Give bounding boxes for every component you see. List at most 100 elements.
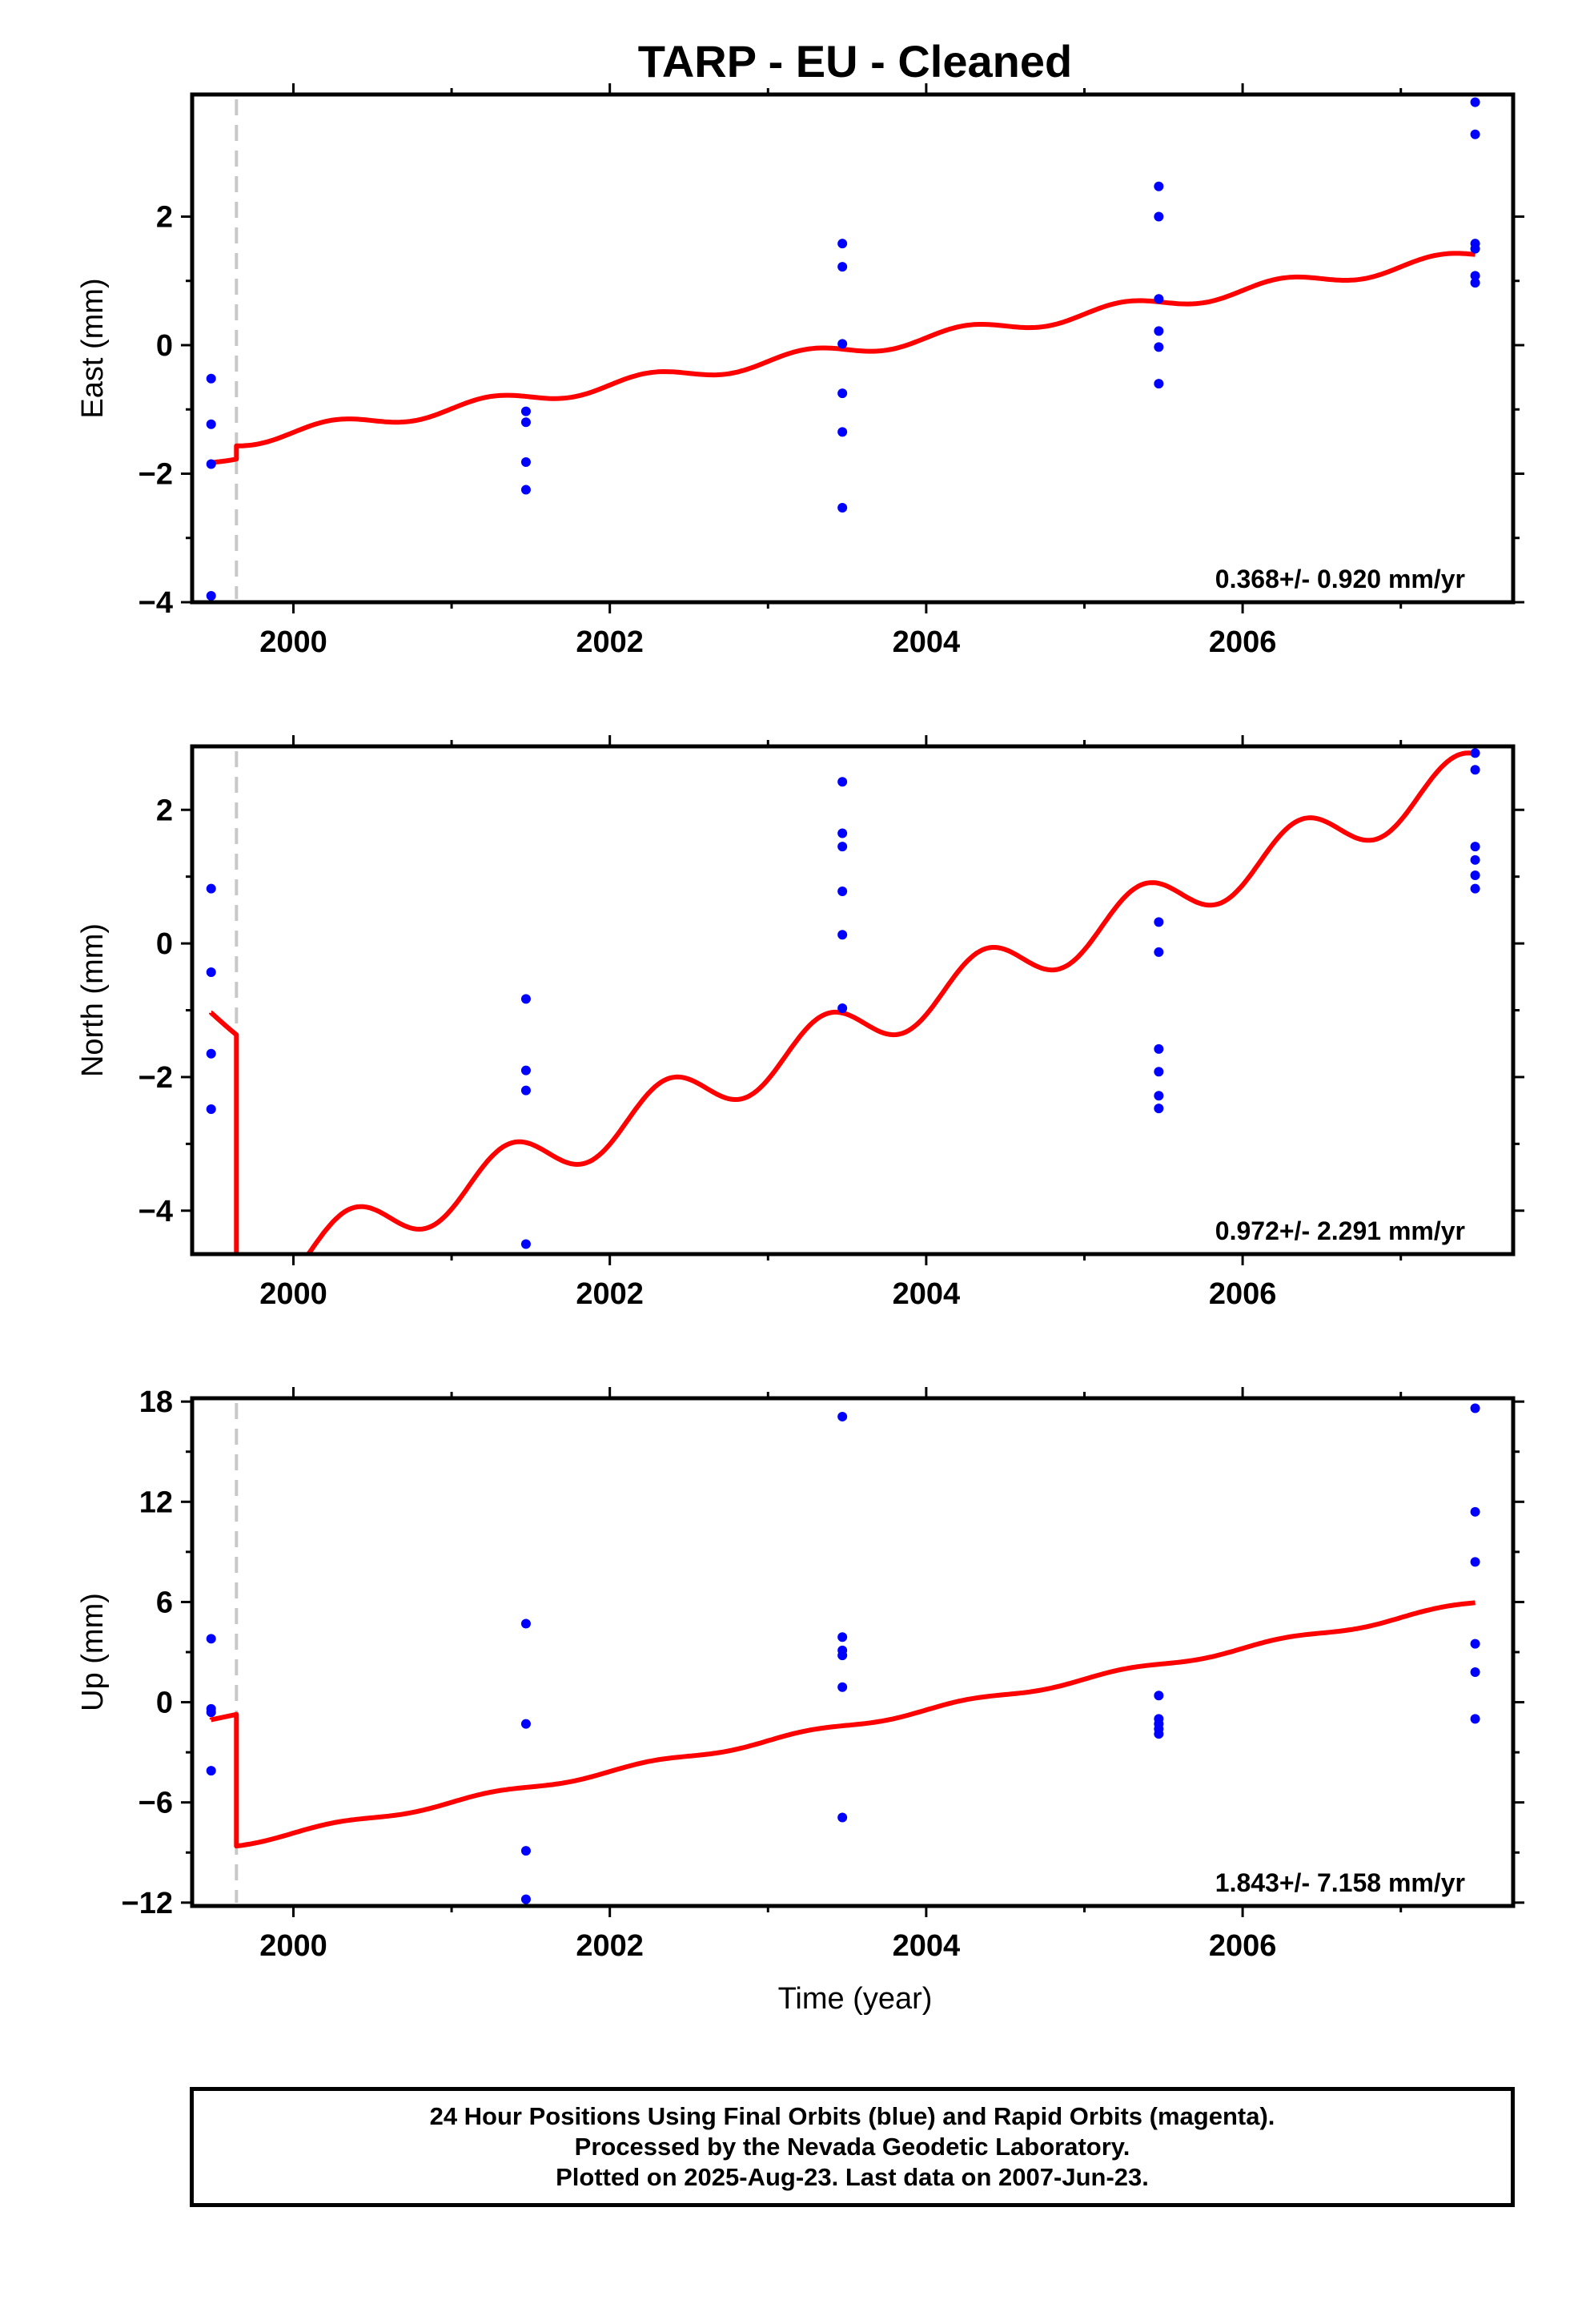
north-data-point	[1154, 947, 1164, 957]
east-frame	[190, 92, 1516, 605]
up-x-tick-label: 2006	[1209, 1929, 1277, 1963]
east-data-point	[1470, 129, 1480, 139]
up-data-point	[837, 1812, 848, 1823]
north-data-point	[1154, 1067, 1164, 1077]
footer-line-3: Plotted on 2025-Aug-23. Last data on 200…	[556, 2163, 1149, 2191]
north-data-point	[1470, 765, 1480, 775]
north-x-tick-label: 2004	[893, 1277, 961, 1311]
north-data-point	[206, 967, 216, 977]
east-x-tick-label: 2004	[893, 625, 961, 659]
up-data-point	[1470, 1667, 1480, 1678]
north-data-point	[1470, 748, 1480, 758]
up-data-point	[206, 1634, 216, 1644]
up-data-point	[1470, 1506, 1480, 1517]
east-data-point	[837, 388, 848, 399]
east-data-point	[206, 419, 216, 429]
east-data-point	[1154, 181, 1164, 191]
footer-note: 24 Hour Positions Using Final Orbits (bl…	[190, 2087, 1515, 2207]
east-x-tick-label: 2000	[259, 625, 327, 659]
up-panel: 2000 2002 2004 2006 −12 −6 0 6 12 18 Up (mm) 1.843+…	[76, 1385, 1524, 1963]
east-y-tick-label: 0	[156, 329, 173, 363]
up-data-point	[1470, 1557, 1480, 1567]
north-rate-label: 0.972+/- 2.291 mm/yr	[1215, 1216, 1465, 1245]
east-x-tick-label: 2006	[1209, 625, 1277, 659]
up-plot-area	[206, 1403, 1480, 1904]
north-data-point	[206, 1048, 216, 1059]
north-y-tick-label: 0	[156, 927, 173, 961]
north-data-point	[206, 883, 216, 894]
east-data-point	[1470, 278, 1480, 288]
footer-line-2: Processed by the Nevada Geodetic Laborat…	[574, 2133, 1130, 2161]
east-data-point	[1154, 294, 1164, 304]
east-data-point	[1470, 97, 1480, 107]
up-data-point	[1154, 1729, 1164, 1739]
up-rate-label: 1.843+/- 7.158 mm/yr	[1215, 1868, 1465, 1897]
east-y-tick-label: 2	[156, 200, 173, 234]
north-data-point	[837, 887, 848, 897]
east-data-point	[520, 417, 531, 428]
north-data-point	[1470, 870, 1480, 881]
north-data-point	[837, 828, 848, 838]
up-data-point	[520, 1618, 531, 1629]
east-data-point	[1154, 379, 1164, 389]
north-data-point	[1470, 854, 1480, 865]
up-data-point	[837, 1411, 848, 1421]
east-data-point	[1154, 326, 1164, 336]
north-data-point	[520, 994, 531, 1004]
up-x-tick-label: 2000	[259, 1929, 327, 1963]
north-data-point	[1154, 1091, 1164, 1101]
east-data-point	[1154, 211, 1164, 222]
north-data-point	[837, 842, 848, 852]
up-frame	[190, 1396, 1516, 1908]
north-data-point	[837, 1003, 848, 1014]
up-data-point	[1470, 1403, 1480, 1413]
up-model-curve	[208, 1600, 1476, 1849]
east-data-point	[1154, 342, 1164, 352]
east-data-point	[206, 459, 216, 469]
east-y-tick-label: −2	[139, 457, 173, 491]
east-x-tick-label: 2002	[576, 625, 644, 659]
east-y-axis-label: East (mm)	[76, 278, 110, 418]
up-data-point	[206, 1707, 216, 1718]
up-x-tick-label: 2004	[893, 1929, 961, 1963]
east-data-point	[837, 503, 848, 513]
up-data-point	[837, 1682, 848, 1692]
north-data-point	[1154, 917, 1164, 927]
east-data-point	[837, 339, 848, 349]
up-data-point	[520, 1719, 531, 1729]
up-y-tick-label: −6	[139, 1787, 173, 1820]
north-model-curve	[208, 750, 1476, 1254]
up-data-point	[520, 1894, 531, 1904]
north-y-tick-label: 2	[156, 794, 173, 827]
east-data-point	[1470, 243, 1480, 254]
up-data-point	[520, 1846, 531, 1856]
north-y-tick-label: −2	[139, 1061, 173, 1095]
north-data-point	[837, 777, 848, 787]
north-y-tick-label: −4	[139, 1195, 173, 1228]
north-frame	[190, 744, 1516, 1256]
up-y-tick-label: 12	[139, 1486, 173, 1519]
footer-line-1: 24 Hour Positions Using Final Orbits (bl…	[429, 2102, 1275, 2130]
east-plot-area	[206, 97, 1480, 601]
east-data-point	[206, 590, 216, 601]
north-data-point	[1154, 1104, 1164, 1114]
east-data-point	[837, 239, 848, 249]
north-data-point	[520, 1085, 531, 1096]
north-x-tick-label: 2002	[576, 1277, 644, 1311]
up-data-point	[1470, 1638, 1480, 1649]
north-plot-area	[206, 748, 1480, 1254]
north-data-point	[520, 1065, 531, 1076]
north-y-axis-label: North (mm)	[76, 923, 110, 1077]
up-data-point	[206, 1766, 216, 1776]
up-data-point	[837, 1632, 848, 1642]
east-panel: 2000 2002 2004 2006 −4 −2 0 2 East (mm) 0.368+/- …	[76, 83, 1524, 659]
x-axis-label: Time (year)	[778, 1982, 933, 2016]
up-data-point	[1470, 1714, 1480, 1724]
up-y-tick-label: 0	[156, 1687, 173, 1720]
east-data-point	[837, 427, 848, 437]
up-data-point	[1154, 1691, 1164, 1701]
north-data-point	[206, 1104, 216, 1114]
north-data-point	[1154, 1043, 1164, 1054]
